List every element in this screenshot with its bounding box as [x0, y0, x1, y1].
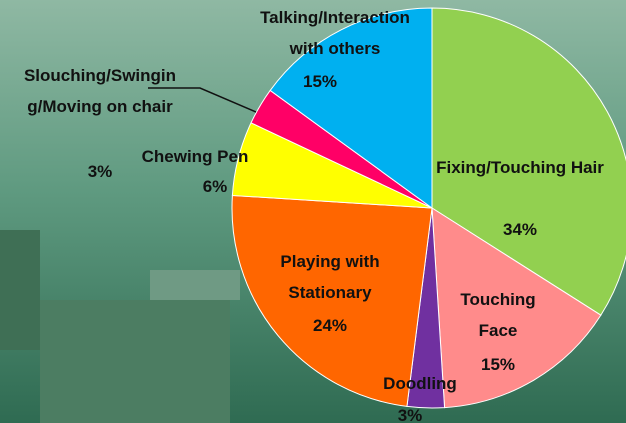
- value-label: 24%: [300, 310, 360, 341]
- background-desk: [40, 300, 230, 423]
- slice-label: Fixing/Touching Hair: [435, 152, 605, 183]
- value-label: 15%: [468, 349, 528, 380]
- background-shelf: [0, 230, 40, 350]
- value-label: 34%: [490, 214, 550, 245]
- value-label: 15%: [290, 66, 350, 97]
- chart: Fixing/Touching Hair34%Touching Face15%D…: [0, 0, 626, 423]
- slice-label: Playing with Stationary: [250, 246, 410, 308]
- value-label: 6%: [185, 171, 245, 202]
- slice-label: Talking/Interaction with others: [254, 2, 416, 64]
- slice-label: Chewing Pen: [135, 141, 255, 172]
- background-tray: [150, 270, 240, 300]
- slice-label: Slouching/Swinging/Moving on chair: [21, 60, 179, 122]
- value-label: 3%: [70, 156, 130, 187]
- value-label: 3%: [380, 400, 440, 423]
- slice-label: Doodling: [370, 368, 470, 399]
- slice-label: Touching Face: [443, 284, 553, 346]
